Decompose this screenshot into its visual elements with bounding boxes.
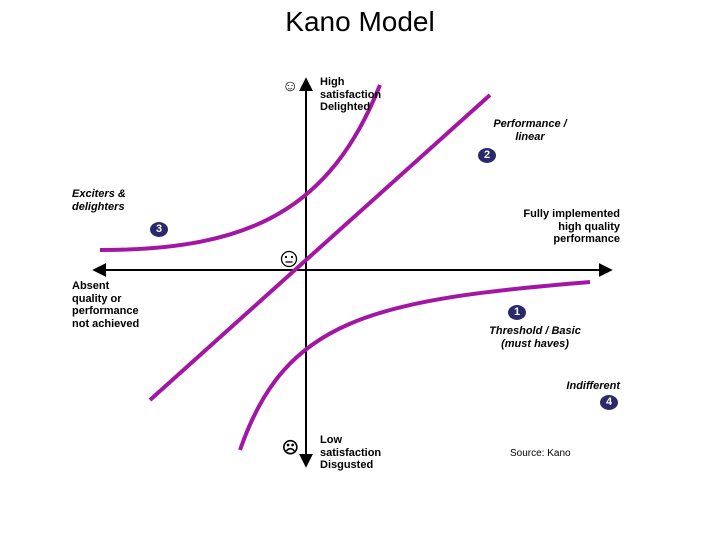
curve-threshold bbox=[240, 282, 590, 450]
badge-3: 3 bbox=[150, 222, 168, 237]
sad-face-icon: ☹ bbox=[282, 438, 299, 458]
label-fully-implemented: Fully implemented high quality performan… bbox=[470, 208, 620, 246]
label-high-satisfaction: High satisfaction Delighted bbox=[320, 76, 410, 114]
label-indifferent: Indifferent bbox=[530, 380, 620, 393]
page-title: Kano Model bbox=[0, 0, 720, 38]
label-exciters: Exciters & delighters bbox=[72, 188, 182, 213]
label-performance: Performance / linear bbox=[460, 118, 600, 143]
neutral-face-icon bbox=[280, 250, 298, 273]
source-text: Source: Kano bbox=[510, 448, 571, 459]
label-threshold: Threshold / Basic (must haves) bbox=[450, 325, 620, 350]
badge-4: 4 bbox=[600, 395, 618, 410]
kano-diagram: High satisfaction Delighted Low satisfac… bbox=[50, 50, 670, 480]
label-low-satisfaction: Low satisfaction Disgusted bbox=[320, 434, 410, 472]
diagram-svg bbox=[50, 50, 670, 480]
badge-1: 1 bbox=[508, 305, 526, 320]
label-absent: Absent quality or performance not achiev… bbox=[72, 280, 172, 331]
curve-performance bbox=[150, 95, 490, 400]
badge-2: 2 bbox=[478, 148, 496, 163]
happy-face-icon: ☺ bbox=[282, 78, 298, 96]
